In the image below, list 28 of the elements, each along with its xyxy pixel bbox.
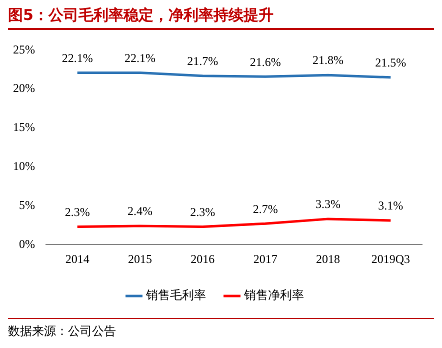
data-label: 21.8% <box>312 53 344 68</box>
data-label: 21.7% <box>187 54 218 68</box>
y-tick-label: 5% <box>18 198 35 212</box>
data-label: 21.6% <box>250 54 281 69</box>
y-tick-label: 15% <box>12 120 35 134</box>
data-label: 22.1% <box>62 50 93 65</box>
data-label: 21.5% <box>375 56 406 70</box>
source-note: 数据来源：公司公告 <box>8 318 434 340</box>
data-label: 3.3% <box>316 197 340 212</box>
x-tick-label: 2019Q3 <box>371 252 410 266</box>
data-label: 2.4% <box>127 204 152 218</box>
x-tick-label: 2015 <box>128 252 152 266</box>
x-tick-label: 2016 <box>190 252 215 266</box>
data-label: 2.3% <box>190 204 216 219</box>
legend-label: 销售净利率 <box>243 288 304 302</box>
data-label: 22.1% <box>124 50 156 65</box>
x-tick-label: 2014 <box>65 252 90 266</box>
y-tick-label: 20% <box>12 81 35 96</box>
y-tick-label: 10% <box>12 158 35 173</box>
x-tick-label: 2018 <box>316 252 340 266</box>
chart-title: 图5：公司毛利率稳定，净利率持续提升 <box>8 6 434 30</box>
y-tick-label: 0% <box>18 236 35 251</box>
data-label: 2.7% <box>252 202 278 216</box>
y-tick-label: 25% <box>12 42 35 56</box>
x-tick-label: 2017 <box>253 252 278 266</box>
data-label: 3.1% <box>378 198 404 213</box>
legend-label: 销售毛利率 <box>145 288 206 302</box>
data-label: 2.3% <box>64 204 90 219</box>
